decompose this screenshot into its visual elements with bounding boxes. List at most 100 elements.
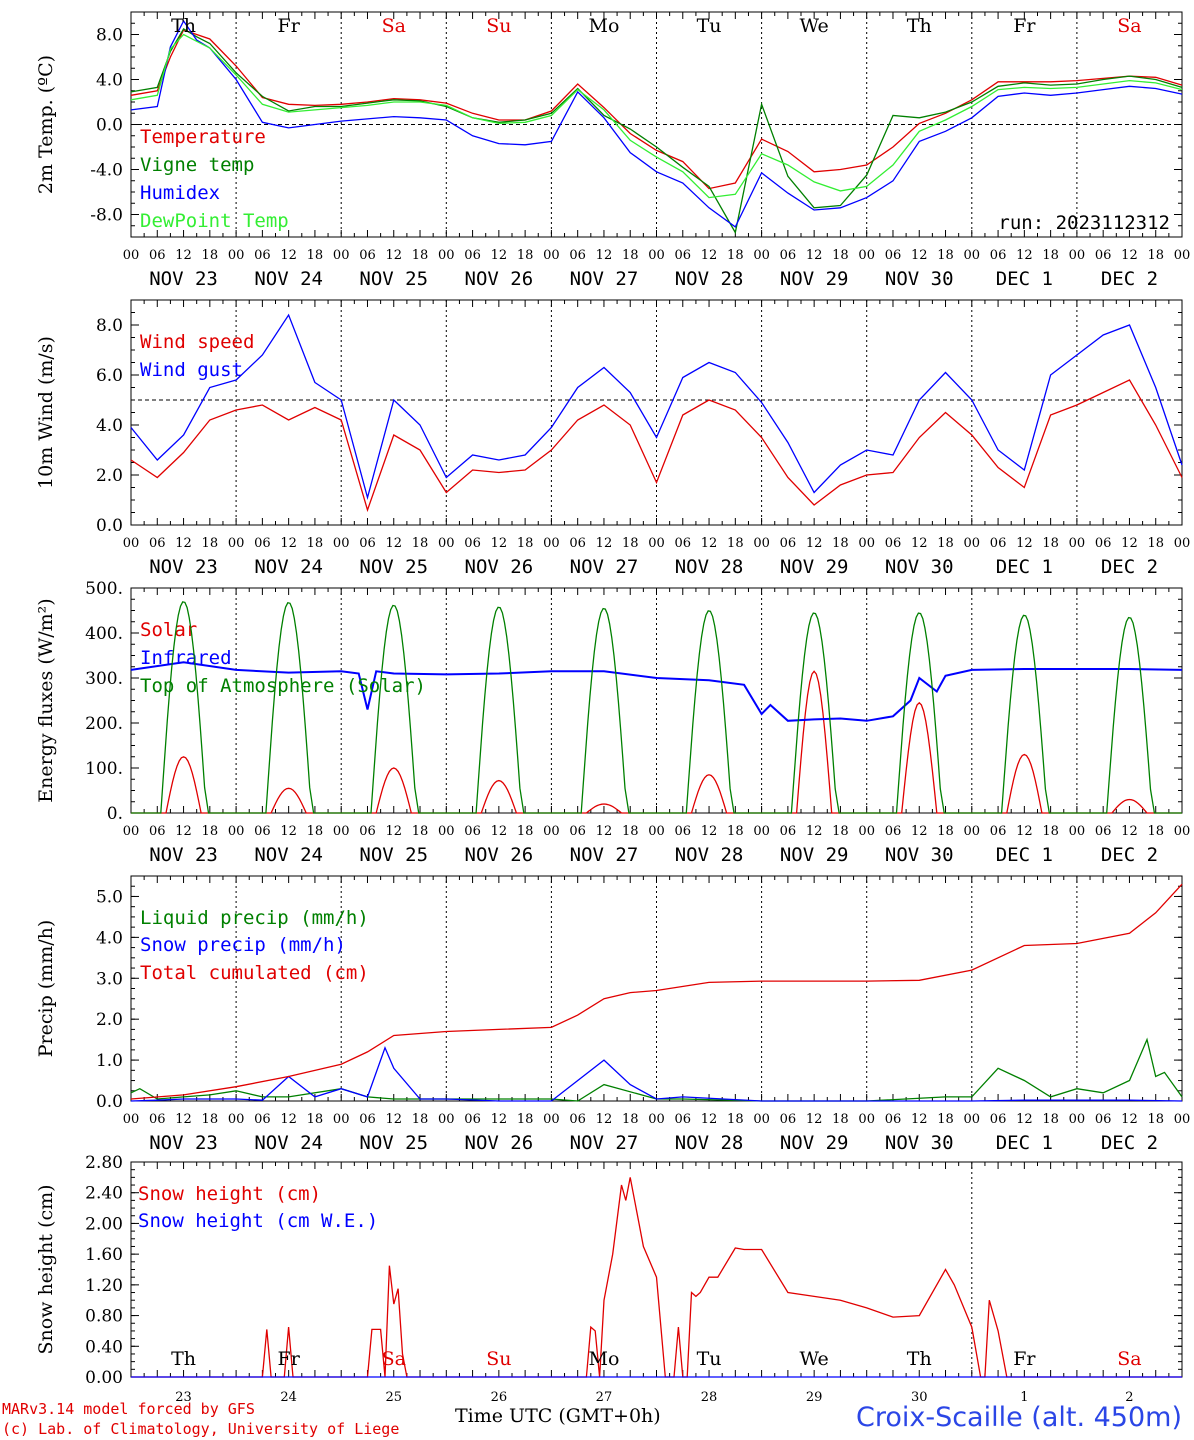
hour-tick-label: 18 bbox=[832, 536, 849, 551]
run-label: run: 2023112312 bbox=[998, 212, 1170, 234]
date-label: NOV 30 bbox=[885, 1132, 954, 1154]
hour-tick-label: 00 bbox=[333, 824, 350, 839]
hour-tick-label: 18 bbox=[622, 1112, 639, 1127]
hour-tick-label: 12 bbox=[596, 1112, 613, 1127]
legend-entry: Snow precip (mm/h) bbox=[140, 934, 346, 956]
y-tick-label: 3.0 bbox=[96, 969, 123, 989]
date-label: DEC 2 bbox=[1101, 556, 1158, 578]
hour-tick-label: 18 bbox=[412, 1112, 429, 1127]
hour-tick-label: 12 bbox=[491, 824, 508, 839]
hour-tick-label: 18 bbox=[727, 536, 744, 551]
hour-tick-label: 06 bbox=[780, 536, 797, 551]
hour-tick-label: 18 bbox=[412, 824, 429, 839]
date-label: NOV 26 bbox=[465, 1132, 534, 1154]
series-line bbox=[130, 1037, 1183, 1102]
hour-tick-label: 06 bbox=[359, 248, 376, 263]
hour-tick-label: 12 bbox=[175, 248, 192, 263]
series-line bbox=[130, 33, 1183, 199]
hour-tick-label: 00 bbox=[858, 536, 875, 551]
hour-tick-label: 06 bbox=[569, 824, 586, 839]
legend-entry: Wind speed bbox=[140, 331, 254, 353]
hour-tick-label: 00 bbox=[753, 248, 770, 263]
model-credit: MARv3.14 model forced by GFS bbox=[2, 1400, 255, 1418]
legend-entry: Snow height (cm W.E.) bbox=[138, 1210, 378, 1232]
series-line bbox=[130, 379, 1183, 513]
hour-tick-label: 12 bbox=[1121, 248, 1138, 263]
hour-tick-label: 12 bbox=[701, 824, 718, 839]
hour-tick-label: 18 bbox=[412, 536, 429, 551]
hour-tick-label: 06 bbox=[675, 824, 692, 839]
hour-tick-label: 18 bbox=[1147, 1112, 1164, 1127]
hour-tick-label: 18 bbox=[307, 248, 324, 263]
legend-entry: Solar bbox=[140, 619, 197, 641]
y-tick-label: -8.0 bbox=[90, 206, 123, 226]
hour-tick-label: 00 bbox=[438, 1112, 455, 1127]
hour-tick-label: 00 bbox=[333, 1112, 350, 1127]
hour-tick-label: 00 bbox=[648, 824, 665, 839]
hour-tick-label: 06 bbox=[149, 1112, 166, 1127]
date-label: NOV 24 bbox=[254, 1132, 323, 1154]
legend-entry: Snow height (cm) bbox=[138, 1183, 321, 1205]
hour-tick-label: 12 bbox=[596, 536, 613, 551]
day-number-label: 25 bbox=[385, 1390, 402, 1405]
date-label: DEC 1 bbox=[996, 268, 1053, 290]
hour-tick-label: 00 bbox=[228, 248, 245, 263]
date-label: DEC 1 bbox=[996, 556, 1053, 578]
y-tick-label: -4.0 bbox=[90, 161, 123, 181]
hour-tick-label: 06 bbox=[569, 536, 586, 551]
hour-tick-label: 00 bbox=[753, 536, 770, 551]
hour-tick-label: 12 bbox=[175, 1112, 192, 1127]
date-label: NOV 26 bbox=[465, 268, 534, 290]
hour-tick-label: 00 bbox=[648, 1112, 665, 1127]
hour-tick-label: 00 bbox=[858, 1112, 875, 1127]
hour-tick-label: 06 bbox=[675, 536, 692, 551]
date-label: NOV 25 bbox=[359, 844, 428, 866]
hour-tick-label: 12 bbox=[385, 248, 402, 263]
hour-tick-label: 18 bbox=[307, 824, 324, 839]
hour-tick-label: 00 bbox=[964, 1112, 981, 1127]
hour-tick-label: 00 bbox=[1174, 536, 1191, 551]
date-label: DEC 2 bbox=[1101, 1132, 1158, 1154]
hour-tick-label: 00 bbox=[753, 824, 770, 839]
date-label: NOV 24 bbox=[254, 268, 323, 290]
hour-tick-label: 06 bbox=[149, 536, 166, 551]
y-tick-label: 200. bbox=[85, 714, 123, 734]
hour-tick-label: 18 bbox=[622, 248, 639, 263]
date-label: NOV 28 bbox=[675, 844, 744, 866]
hour-tick-label: 12 bbox=[1121, 824, 1138, 839]
hour-tick-label: 00 bbox=[543, 824, 560, 839]
hour-tick-label: 00 bbox=[228, 1112, 245, 1127]
date-label: NOV 27 bbox=[570, 556, 639, 578]
date-label: NOV 30 bbox=[885, 556, 954, 578]
date-label: NOV 23 bbox=[149, 556, 218, 578]
hour-tick-label: 06 bbox=[1095, 248, 1112, 263]
y-axis-label: Snow height (cm) bbox=[35, 1184, 57, 1354]
hour-tick-label: 00 bbox=[228, 824, 245, 839]
day-number-label: 24 bbox=[280, 1390, 297, 1405]
weekday-label: Sa bbox=[1117, 1348, 1141, 1370]
date-label: NOV 23 bbox=[149, 1132, 218, 1154]
station-name: Croix-Scaille (alt. 450m) bbox=[855, 1402, 1182, 1433]
hour-tick-label: 06 bbox=[464, 536, 481, 551]
series-line bbox=[130, 883, 1183, 1100]
hour-tick-label: 12 bbox=[280, 824, 297, 839]
hour-tick-label: 18 bbox=[1042, 824, 1059, 839]
hour-tick-label: 18 bbox=[517, 248, 534, 263]
y-tick-label: 2.0 bbox=[96, 1010, 123, 1030]
hour-tick-label: 00 bbox=[333, 248, 350, 263]
hour-tick-label: 06 bbox=[885, 536, 902, 551]
y-tick-label: 5.0 bbox=[96, 887, 123, 907]
y-tick-label: 1.60 bbox=[85, 1245, 123, 1265]
weekday-label: Sa bbox=[382, 15, 406, 37]
y-tick-label: 6.0 bbox=[96, 366, 123, 386]
day-number-label: 29 bbox=[806, 1390, 823, 1405]
hour-tick-label: 18 bbox=[937, 824, 954, 839]
legend-entry: Top of Atmosphere (Solar) bbox=[140, 675, 426, 697]
y-tick-label: 2.40 bbox=[85, 1184, 123, 1204]
weekday-label: Th bbox=[171, 15, 196, 37]
series-line bbox=[130, 1046, 1183, 1102]
hour-tick-label: 12 bbox=[911, 1112, 928, 1127]
legend-entry: Infrared bbox=[140, 647, 232, 669]
day-number-label: 1 bbox=[1020, 1390, 1028, 1405]
y-tick-label: 0.0 bbox=[96, 516, 123, 536]
